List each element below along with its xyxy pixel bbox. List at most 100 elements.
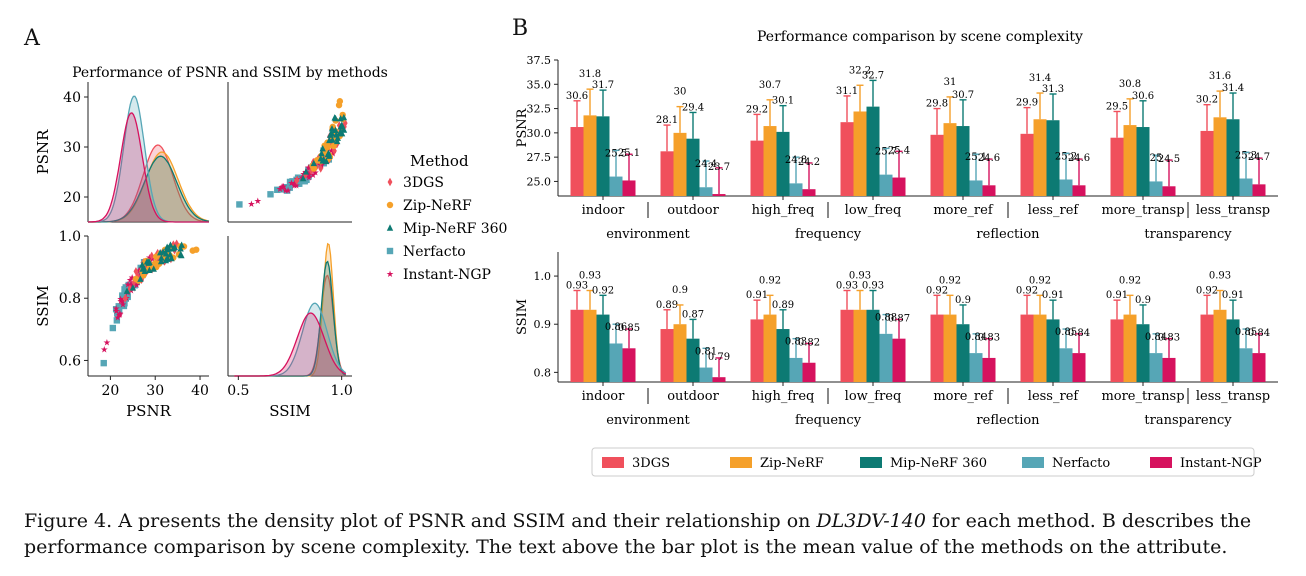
psnr-ytick-label: 37.5 bbox=[527, 54, 552, 67]
density-psnr-fill-nerfacto bbox=[88, 96, 209, 222]
density-ssim-line-instantngp bbox=[234, 312, 347, 377]
ssim-value-label: 0.93 bbox=[849, 271, 871, 282]
ssim-bar-instantngp bbox=[1072, 353, 1086, 382]
psnr-value-label: 31 bbox=[944, 77, 957, 88]
point-tr-nerfacto bbox=[289, 178, 296, 185]
psnr-bar-3dgs bbox=[930, 134, 944, 196]
ssim-xtick-label: more_ref bbox=[933, 389, 993, 404]
psnr-value-label: 30.7 bbox=[952, 90, 974, 101]
point-tr-nerfacto bbox=[297, 174, 304, 182]
ssim-bar-zipnerf bbox=[943, 314, 957, 382]
psnr-value-label: 31.4 bbox=[1222, 83, 1244, 94]
ssim-bar-3dgs bbox=[1110, 319, 1124, 382]
ssim-value-label: 0.92 bbox=[939, 275, 961, 286]
density-psnr-fill-instantngp bbox=[88, 112, 209, 222]
point-bl-mipnerf360 bbox=[163, 255, 171, 262]
panel-a-letter: A bbox=[24, 26, 40, 51]
ssim-bar-instantngp bbox=[982, 357, 996, 382]
psnr-value-label: 31.7 bbox=[592, 80, 614, 91]
ssim-value-label: 0.87 bbox=[888, 313, 910, 324]
psnr-value-label: 25.2 bbox=[1055, 151, 1077, 162]
legend-box bbox=[591, 447, 1255, 477]
ssim-ylabel: SSIM bbox=[515, 299, 530, 335]
psnr-value-label: 24.2 bbox=[798, 157, 820, 168]
point-tr-mipnerf360 bbox=[340, 113, 348, 121]
caption-text-1: Figure 4. A presents the density plot of… bbox=[24, 510, 817, 532]
ssim-bar-mipnerf360 bbox=[866, 309, 880, 382]
point-tr-instantngp: ★ bbox=[290, 181, 298, 191]
psnr-bar-instantngp bbox=[1072, 185, 1086, 196]
psnr-value-label: 31.8 bbox=[579, 69, 601, 80]
ssim-bar-instantngp bbox=[1162, 357, 1176, 382]
point-bl-instantngp: ★ bbox=[112, 304, 120, 314]
psnr-group-label: reflection bbox=[976, 227, 1040, 242]
point-tr-zipnerf bbox=[313, 156, 321, 164]
point-tr-nerfacto bbox=[267, 191, 274, 198]
psnr-value-label: 24.6 bbox=[978, 153, 1000, 164]
psnr-ytick-label: 35.0 bbox=[527, 78, 552, 91]
ssim-bar-3dgs bbox=[570, 309, 584, 382]
ssim-value-label: 0.84 bbox=[1145, 332, 1167, 343]
ssim-value-label: 0.84 bbox=[1248, 328, 1270, 339]
ssim-value-label: 0.92 bbox=[1119, 275, 1141, 286]
psnr-xtick-label: high_freq bbox=[752, 203, 815, 218]
point-bl-nerfacto bbox=[121, 300, 128, 307]
psnr-bar-zipnerf bbox=[943, 123, 957, 196]
psnr-value-label: 31.4 bbox=[1029, 73, 1051, 84]
legend-marker-zipnerf bbox=[386, 201, 394, 209]
point-bl-nerfacto bbox=[124, 290, 131, 298]
point-bl-nerfacto bbox=[121, 286, 128, 293]
point-tr-instantngp: ★ bbox=[276, 185, 284, 195]
psnr-value-label: 30.1 bbox=[772, 96, 794, 107]
point-tr-mipnerf360 bbox=[318, 149, 325, 157]
point-bl-mipnerf360 bbox=[168, 254, 175, 262]
ssim-value-label: 0.92 bbox=[759, 275, 781, 286]
tick-label-psnr-y: 30 bbox=[63, 140, 81, 156]
psnr-xtick-label: more_transp bbox=[1101, 203, 1184, 218]
point-tr-mipnerf360 bbox=[319, 144, 326, 152]
psnr-bars: 30.631.831.725.525.128.13029.424.423.729… bbox=[566, 65, 1270, 196]
point-bl-instantngp: ★ bbox=[103, 338, 111, 348]
psnr-xtick-label: indoor bbox=[582, 203, 626, 218]
ssim-bar-3dgs bbox=[1020, 314, 1034, 382]
x-axis-label-ssim: SSIM bbox=[269, 402, 311, 420]
psnr-value-label: 29.4 bbox=[682, 102, 704, 113]
psnr-value-label: 31.1 bbox=[836, 86, 858, 97]
point-bl-instantngp: ★ bbox=[118, 297, 126, 307]
psnr-bar-zipnerf bbox=[1213, 117, 1227, 196]
ssim-bar-mipnerf360 bbox=[956, 324, 970, 382]
point-tr-mipnerf360 bbox=[326, 136, 333, 144]
legend-label: Zip-NeRF bbox=[403, 198, 472, 214]
point-tr-mipnerf360 bbox=[332, 114, 339, 122]
ssim-bar-nerfacto bbox=[609, 343, 623, 382]
ssim-bar-3dgs bbox=[930, 314, 944, 382]
legend-label: 3DGS bbox=[403, 175, 444, 191]
ssim-bar-nerfacto bbox=[699, 367, 713, 382]
density-psnr-fill-3dgs bbox=[88, 145, 209, 222]
psnr-value-label: 25 bbox=[1150, 153, 1163, 164]
psnr-xtick-label: less_transp bbox=[1196, 203, 1270, 218]
psnr-bar-instantngp bbox=[802, 189, 816, 196]
ssim-value-label: 0.89 bbox=[772, 300, 794, 311]
ssim-value-label: 0.93 bbox=[862, 281, 884, 292]
y-axis-label-ssim: SSIM bbox=[34, 285, 52, 327]
legend-marker-mipnerf360 bbox=[386, 224, 394, 231]
ssim-bar-mipnerf360 bbox=[596, 314, 610, 382]
ssim-bars: 0.930.930.920.860.850.890.90.870.810.790… bbox=[566, 271, 1270, 382]
point-bl-instantngp: ★ bbox=[119, 300, 127, 310]
point-bl-mipnerf360 bbox=[129, 284, 137, 291]
ssim-bar-zipnerf bbox=[1213, 309, 1227, 382]
point-tr-instantngp: ★ bbox=[290, 180, 298, 190]
psnr-bar-nerfacto bbox=[1239, 178, 1253, 196]
point-tr-instantngp: ★ bbox=[279, 182, 287, 192]
point-bl-instantngp: ★ bbox=[127, 281, 135, 291]
ssim-value-label: 0.84 bbox=[965, 332, 987, 343]
psnr-value-label: 32.2 bbox=[849, 65, 871, 76]
psnr-ytick-label: 25.0 bbox=[527, 175, 552, 188]
point-bl-mipnerf360 bbox=[177, 245, 184, 252]
ssim-value-label: 0.92 bbox=[1016, 285, 1038, 296]
ssim-bar-mipnerf360 bbox=[776, 329, 790, 382]
ssim-bar-3dgs bbox=[660, 329, 674, 382]
legend-label: Zip-NeRF bbox=[760, 456, 824, 471]
psnr-bar-instantngp bbox=[1252, 184, 1266, 196]
